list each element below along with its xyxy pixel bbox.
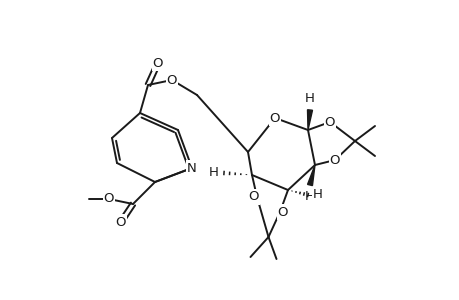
Text: O: O bbox=[329, 154, 340, 166]
Text: O: O bbox=[166, 74, 177, 86]
Text: O: O bbox=[269, 112, 280, 124]
Text: O: O bbox=[152, 56, 163, 70]
Text: O: O bbox=[104, 193, 114, 206]
Text: H: H bbox=[208, 167, 218, 179]
Polygon shape bbox=[307, 165, 314, 186]
Text: H: H bbox=[304, 190, 314, 203]
Text: O: O bbox=[324, 116, 335, 128]
Text: H: H bbox=[313, 188, 322, 202]
Text: O: O bbox=[248, 190, 259, 203]
Text: N: N bbox=[187, 161, 196, 175]
Polygon shape bbox=[307, 110, 312, 130]
Text: H: H bbox=[304, 92, 314, 104]
Text: O: O bbox=[277, 206, 288, 218]
Text: O: O bbox=[116, 215, 126, 229]
